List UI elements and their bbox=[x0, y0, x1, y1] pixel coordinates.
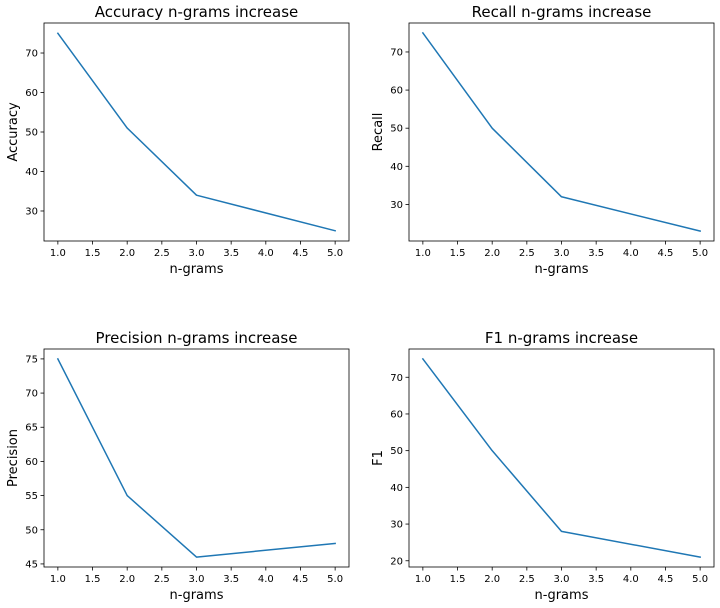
x-tick-label: 2.5 bbox=[519, 248, 535, 259]
x-tick-label: 2.0 bbox=[119, 248, 135, 259]
subplot-4: F1 n-grams increase 1.0 1.5 2.0 2.5 3.0 3.5 4.0… bbox=[371, 329, 715, 603]
y-tick-label: 50 bbox=[390, 124, 403, 135]
y-tick-label: 50 bbox=[25, 128, 38, 139]
x-tick-label: 5.0 bbox=[327, 248, 343, 259]
y-axis-label: Recall bbox=[371, 113, 386, 152]
x-tick-label: 1.5 bbox=[85, 248, 101, 259]
y-tick-label: 30 bbox=[390, 520, 403, 531]
x-tick-label: 1.5 bbox=[450, 248, 466, 259]
y-tick-label: 65 bbox=[25, 423, 38, 434]
chart-title: Precision n-grams increase bbox=[96, 329, 298, 347]
y-tick-label: 70 bbox=[390, 373, 403, 384]
y-tick-label: 50 bbox=[25, 525, 38, 536]
y-tick-label: 60 bbox=[390, 409, 403, 420]
y-tick-label: 60 bbox=[25, 457, 38, 468]
x-tick-label: 3.0 bbox=[554, 248, 570, 259]
x-axis-label: n-grams bbox=[170, 588, 224, 603]
y-tick-label: 70 bbox=[25, 389, 38, 400]
x-tick-label: 5.0 bbox=[692, 248, 708, 259]
y-tick-label: 50 bbox=[390, 446, 403, 457]
y-tick-label: 20 bbox=[390, 556, 403, 567]
x-tick-label: 4.0 bbox=[623, 248, 639, 259]
x-tick-label: 4.5 bbox=[658, 574, 674, 585]
x-axis-label: n-grams bbox=[170, 262, 224, 277]
y-tick-label: 40 bbox=[390, 162, 403, 173]
y-tick-label: 75 bbox=[25, 354, 38, 365]
y-tick-label: 30 bbox=[25, 206, 38, 217]
x-tick-label: 3.0 bbox=[189, 248, 205, 259]
y-tick-label: 40 bbox=[25, 167, 38, 178]
x-tick-label: 5.0 bbox=[692, 574, 708, 585]
series-line bbox=[56, 357, 336, 558]
y-tick-label: 60 bbox=[390, 86, 403, 97]
series-line bbox=[56, 32, 337, 232]
x-tick-label: 4.0 bbox=[258, 574, 274, 585]
y-axis-label: Precision bbox=[6, 429, 21, 487]
subplot-1: Accuracy n-grams increase 1.0 1.5 2.0 2.5 3.0… bbox=[6, 3, 350, 277]
y-tick-label: 55 bbox=[25, 491, 38, 502]
x-tick-label: 2.5 bbox=[519, 574, 535, 585]
x-axis-label: n-grams bbox=[535, 588, 589, 603]
x-tick-label: 4.5 bbox=[293, 248, 309, 259]
x-tick-label: 1.0 bbox=[415, 248, 431, 259]
x-tick-label: 1.5 bbox=[450, 574, 466, 585]
x-tick-label: 3.5 bbox=[223, 248, 239, 259]
x-tick-label: 4.5 bbox=[293, 574, 309, 585]
x-tick-label: 3.5 bbox=[588, 574, 604, 585]
y-tick-label: 30 bbox=[390, 200, 403, 211]
x-tick-label: 1.0 bbox=[415, 574, 431, 585]
x-tick-label: 4.0 bbox=[623, 574, 639, 585]
series-line bbox=[421, 31, 702, 232]
y-tick-label: 70 bbox=[390, 47, 403, 58]
chart-title: Recall n-grams increase bbox=[472, 3, 652, 21]
y-tick-label: 45 bbox=[25, 559, 38, 570]
x-tick-label: 3.5 bbox=[223, 574, 239, 585]
x-tick-label: 2.0 bbox=[484, 248, 500, 259]
x-tick-label: 3.0 bbox=[189, 574, 205, 585]
x-tick-label: 1.0 bbox=[50, 574, 66, 585]
x-tick-label: 4.5 bbox=[658, 248, 674, 259]
y-axis-label: F1 bbox=[371, 450, 386, 466]
subplot-2: Recall n-grams increase 1.0 1.5 2.0 2.5 3.0 3.… bbox=[371, 3, 715, 277]
y-tick-label: 70 bbox=[25, 49, 38, 60]
x-tick-label: 3.5 bbox=[588, 248, 604, 259]
y-tick-label: 40 bbox=[390, 483, 403, 494]
chart-title: F1 n-grams increase bbox=[485, 329, 638, 347]
series-line bbox=[421, 357, 702, 558]
x-tick-label: 2.0 bbox=[119, 574, 135, 585]
x-axis-label: n-grams bbox=[535, 262, 589, 277]
x-tick-label: 3.0 bbox=[554, 574, 570, 585]
chart-title: Accuracy n-grams increase bbox=[95, 3, 298, 21]
y-tick-label: 60 bbox=[25, 88, 38, 99]
x-tick-label: 1.0 bbox=[50, 248, 66, 259]
subplot-3: Precision n-grams increase 1.0 1.5 2.0 2.5 3.… bbox=[6, 329, 350, 603]
x-tick-label: 2.5 bbox=[154, 248, 170, 259]
x-tick-label: 4.0 bbox=[258, 248, 274, 259]
x-tick-label: 2.0 bbox=[484, 574, 500, 585]
subplot-grid: Accuracy n-grams increase 1.0 1.5 2.0 2.5 3.0… bbox=[6, 3, 715, 603]
x-tick-label: 5.0 bbox=[327, 574, 343, 585]
x-tick-label: 2.5 bbox=[154, 574, 170, 585]
y-axis-label: Accuracy bbox=[6, 102, 21, 162]
x-tick-label: 1.5 bbox=[85, 574, 101, 585]
